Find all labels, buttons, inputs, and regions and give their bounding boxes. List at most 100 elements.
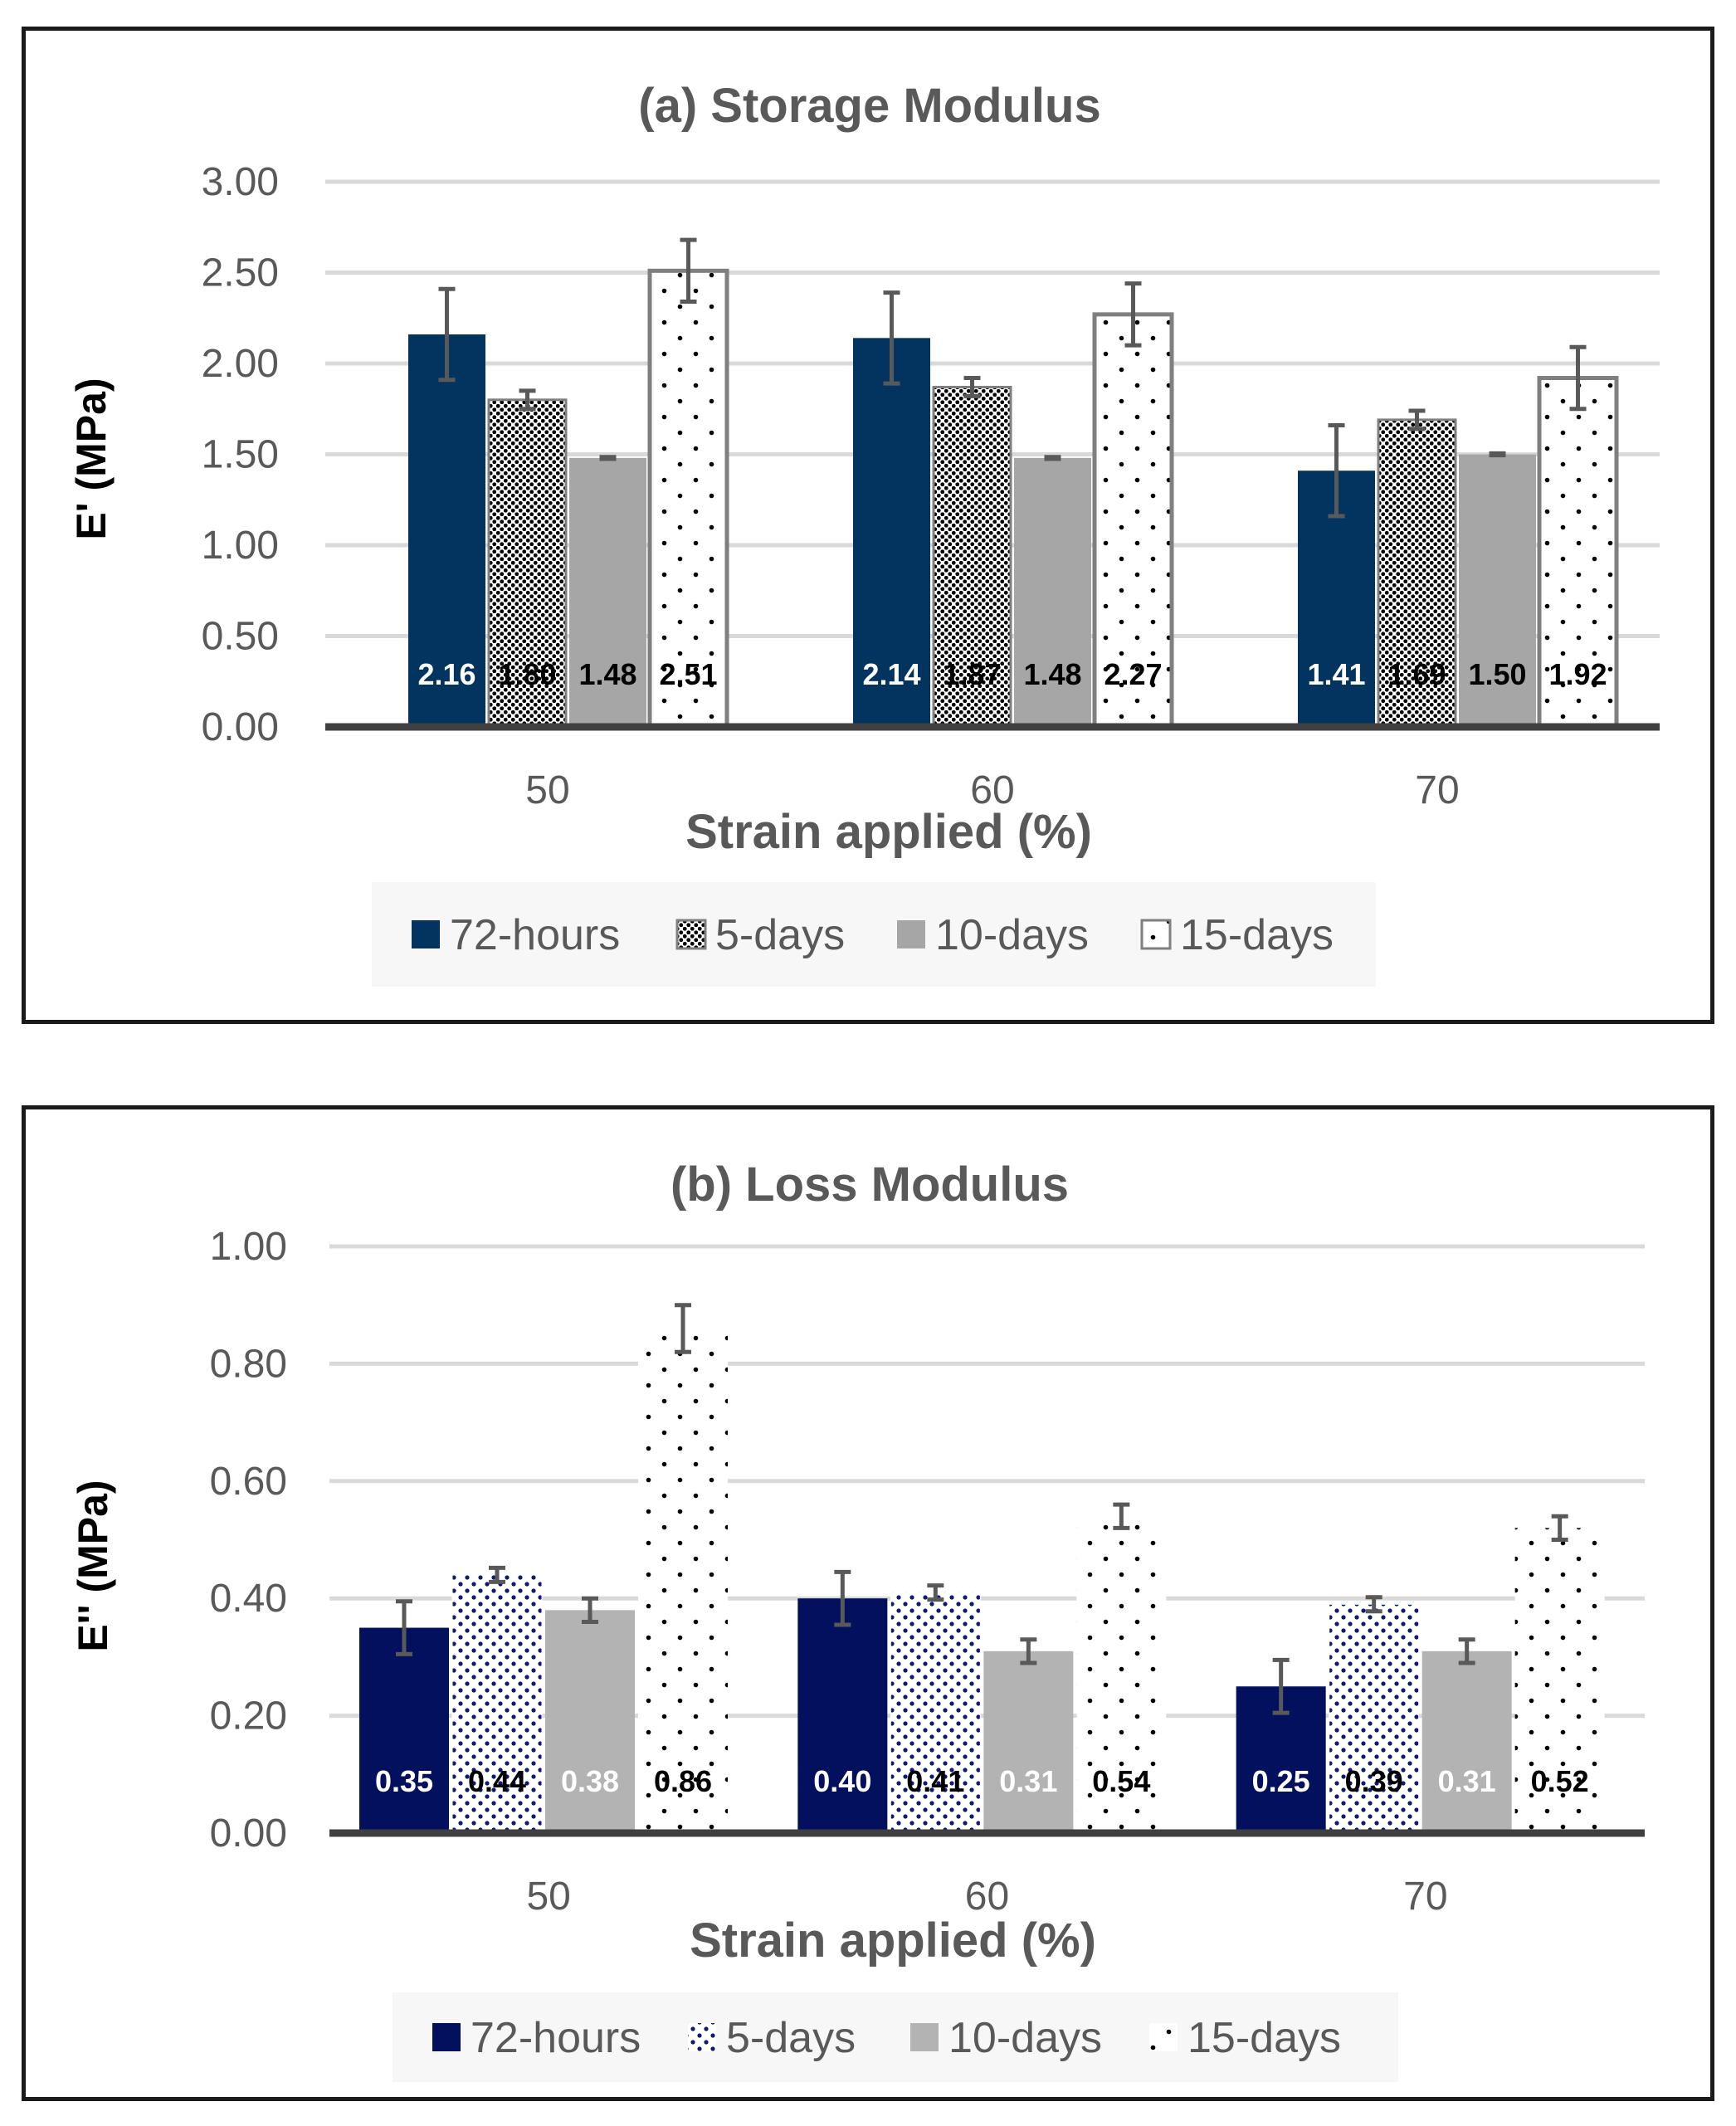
data-label-5-days-70: 0.39 [1345, 1764, 1403, 1798]
legend: 72-hours 5-days 10-days 15-days [372, 882, 1376, 987]
data-label-15-days-50: 0.86 [654, 1764, 712, 1798]
bar-15-days-70 [1537, 376, 1619, 729]
data-label-72-hours-60: 2.14 [862, 657, 920, 691]
bar-10-days-70 [1459, 454, 1536, 727]
error-bar-10-days-50 [599, 455, 617, 461]
bar-10-days-50 [569, 457, 646, 727]
legend-swatch-72-hours [432, 2023, 461, 2051]
data-label-10-days-70: 1.50 [1468, 657, 1526, 691]
legend-label-5-days: 5-days [726, 2014, 856, 2062]
legend-swatch-5-days [675, 919, 707, 950]
x-tick-label: 50 [526, 1875, 570, 1919]
x-tick-label: 50 [525, 768, 569, 812]
y-tick-label: 0.00 [210, 1811, 287, 1855]
legend-label-10-days: 10-days [935, 911, 1089, 959]
data-label-5-days-70: 1.69 [1387, 657, 1446, 691]
data-label-10-days-50: 1.48 [578, 657, 636, 691]
error-bar-10-days-60 [1044, 455, 1061, 461]
data-label-72-hours-50: 2.16 [417, 657, 475, 691]
x-tick-label: 70 [1415, 768, 1459, 812]
loss-modulus-panel: (b) Loss Modulus 0.00 0.20 0.40 0.60 0.80 1.00… [22, 1105, 1714, 2101]
error-bar-72-hours-70 [1272, 1657, 1290, 1715]
y-tick-label: 0.60 [210, 1460, 287, 1504]
data-label-15-days-70: 1.92 [1548, 657, 1607, 691]
data-label-15-days-70: 0.52 [1531, 1764, 1589, 1798]
error-bar-10-days-70 [1489, 451, 1506, 458]
legend-label-10-days: 10-days [948, 2014, 1102, 2062]
bar-15-days-70 [1514, 1528, 1605, 1833]
legend: 72-hours 5-days 10-days 15-days [393, 1992, 1398, 2082]
legend-swatch-15-days [1149, 2023, 1178, 2051]
error-bar-72-hours-60 [834, 1569, 851, 1627]
storage-modulus-panel: (a) Storage Modulus 0.00 0.50 1.00 1.50 2.00 2… [22, 27, 1714, 1024]
bar-10-days-60 [983, 1651, 1074, 1833]
y-axis-title: E'' (MPa) [70, 1480, 116, 1651]
data-label-72-hours-50: 0.35 [375, 1764, 433, 1798]
bar-72-hours-50 [408, 334, 485, 727]
error-bar-15-days-70 [1551, 1514, 1568, 1542]
y-tick-label: 0.20 [210, 1694, 287, 1738]
bar-72-hours-50 [359, 1627, 449, 1833]
y-tick-label: 2.50 [202, 251, 279, 295]
legend-swatch-15-days [1140, 919, 1172, 950]
chart-title: (a) Storage Modulus [638, 79, 1100, 133]
error-bar-15-days-50 [680, 237, 697, 305]
error-bar-72-hours-50 [438, 286, 456, 383]
y-tick-label: 1.50 [202, 433, 279, 477]
data-label-15-days-60: 0.54 [1092, 1764, 1150, 1798]
bar-15-days-50 [638, 1328, 728, 1833]
bar-5-days-70 [1329, 1603, 1420, 1834]
y-tick-label: 0.80 [210, 1342, 287, 1386]
error-bar-72-hours-60 [883, 290, 900, 386]
error-bar-5-days-50 [519, 388, 536, 412]
legend-swatch-5-days [688, 2023, 716, 2051]
error-bar-5-days-50 [489, 1565, 505, 1584]
x-axis-title: Strain applied (%) [685, 805, 1092, 859]
y-tick-label: 0.00 [202, 705, 279, 749]
error-bar-10-days-50 [582, 1596, 598, 1624]
x-tick-label: 60 [970, 768, 1014, 812]
error-bar-15-days-70 [1569, 344, 1587, 412]
error-bar-72-hours-70 [1328, 422, 1345, 519]
data-label-10-days-60: 0.31 [999, 1764, 1057, 1798]
data-label-5-days-50: 1.80 [498, 657, 556, 691]
legend-label-5-days: 5-days [715, 911, 845, 959]
legend-label-15-days: 15-days [1180, 911, 1334, 959]
data-label-72-hours-70: 1.41 [1307, 657, 1365, 691]
error-bar-15-days-60 [1124, 281, 1142, 348]
legend-box [393, 1992, 1398, 2082]
data-label-10-days-70: 0.31 [1438, 1764, 1496, 1798]
legend-swatch-72-hours [412, 920, 440, 948]
chart-title: (b) Loss Modulus [671, 1158, 1069, 1212]
error-bar-10-days-60 [1020, 1637, 1037, 1665]
bar-5-days-60 [932, 385, 1012, 729]
error-bar-5-days-70 [1365, 1595, 1382, 1614]
error-bar-5-days-60 [963, 376, 981, 398]
data-label-10-days-50: 0.38 [561, 1764, 619, 1798]
bar-5-days-50 [487, 398, 568, 729]
data-label-5-days-60: 1.87 [943, 657, 1001, 691]
x-tick-label: 60 [965, 1875, 1009, 1919]
y-tick-label: 3.00 [202, 160, 279, 204]
error-bar-5-days-60 [927, 1583, 944, 1602]
y-tick-label: 1.00 [210, 1225, 287, 1269]
legend-label-15-days: 15-days [1187, 2014, 1341, 2062]
legend-box [372, 882, 1376, 987]
data-label-5-days-60: 0.41 [906, 1764, 964, 1798]
legend-swatch-10-days [910, 2023, 939, 2051]
data-label-72-hours-70: 0.25 [1252, 1764, 1310, 1798]
error-bar-10-days-70 [1458, 1637, 1475, 1665]
x-axis-title: Strain applied (%) [690, 1914, 1096, 1968]
error-bar-5-days-70 [1408, 408, 1426, 432]
error-bar-72-hours-50 [396, 1599, 412, 1656]
data-label-72-hours-60: 0.40 [813, 1764, 871, 1798]
storage-modulus-chart: (a) Storage Modulus 0.00 0.50 1.00 1.50 2.00 2… [68, 79, 1660, 987]
error-bar-15-days-60 [1113, 1502, 1130, 1530]
data-label-10-days-60: 1.48 [1023, 657, 1081, 691]
bar-10-days-70 [1421, 1651, 1512, 1833]
y-tick-label: 0.50 [202, 615, 279, 659]
y-axis-title: E' (MPa) [68, 378, 115, 539]
y-tick-label: 2.00 [202, 342, 279, 386]
bar-15-days-60 [1076, 1516, 1167, 1833]
data-label-5-days-50: 0.44 [468, 1764, 526, 1798]
